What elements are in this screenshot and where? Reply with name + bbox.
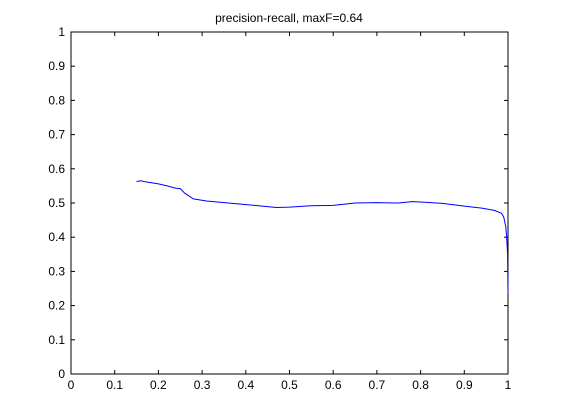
series-line	[136, 180, 509, 294]
y-tick-label: 1	[58, 25, 65, 39]
y-tick-labels: 0 0.1 0.2 0.3 0.4 0.5 0.6 0.7 0.8 0.9 1	[48, 25, 65, 381]
x-tick-label: 0.5	[281, 378, 298, 392]
chart-title: precision-recall, maxF=0.64	[215, 11, 363, 25]
y-tick-label: 0.5	[48, 196, 65, 210]
y-tick-label: 0.4	[48, 230, 65, 244]
x-tick-label: 0.3	[194, 378, 211, 392]
y-tick-label: 0.6	[48, 162, 65, 176]
y-tick-label: 0.8	[48, 93, 65, 107]
x-tick-label: 0.8	[412, 378, 429, 392]
y-tick-label: 0.7	[48, 128, 65, 142]
x-tick-label: 0.6	[325, 378, 342, 392]
x-tick-label: 0.7	[369, 378, 386, 392]
axis-ticks	[70, 31, 509, 375]
y-tick-label: 0	[58, 367, 65, 381]
x-tick-labels: 0 0.1 0.2 0.3 0.4 0.5 0.6 0.7 0.8 0.9 1	[68, 378, 512, 392]
x-tick-label: 0.2	[150, 378, 167, 392]
y-tick-label: 0.2	[48, 299, 65, 313]
x-tick-label: 0	[68, 378, 75, 392]
y-tick-label: 0.3	[48, 264, 65, 278]
x-tick-label: 1	[505, 378, 512, 392]
y-tick-label: 0.1	[48, 333, 65, 347]
y-tick-label: 0.9	[48, 59, 65, 73]
x-tick-label: 0.9	[456, 378, 473, 392]
series-lines	[136, 180, 509, 294]
x-tick-label: 0.4	[237, 378, 254, 392]
x-tick-label: 0.1	[106, 378, 123, 392]
